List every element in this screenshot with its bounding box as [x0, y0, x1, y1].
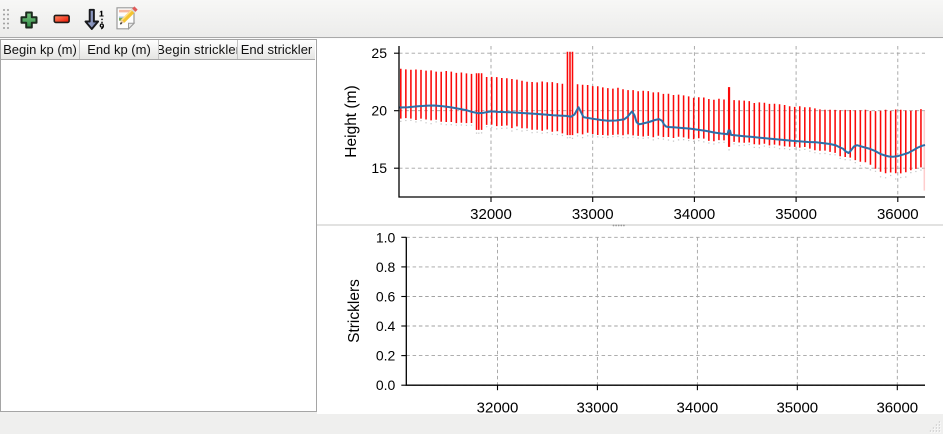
svg-text:0.6: 0.6 — [376, 289, 396, 305]
svg-text:36000: 36000 — [877, 206, 919, 223]
svg-text:15: 15 — [371, 160, 387, 176]
svg-text:0.0: 0.0 — [376, 377, 396, 393]
svg-text:35000: 35000 — [775, 206, 817, 223]
svg-text:0.2: 0.2 — [376, 348, 396, 364]
svg-text:33000: 33000 — [572, 206, 614, 223]
svg-text:32000: 32000 — [470, 206, 512, 223]
svg-text:0.4: 0.4 — [376, 318, 396, 334]
svg-text:0.8: 0.8 — [376, 259, 396, 275]
svg-text:20: 20 — [371, 103, 387, 119]
svg-text:33000: 33000 — [577, 400, 619, 417]
svg-text:Stricklers: Stricklers — [346, 279, 363, 343]
svg-text:25: 25 — [371, 45, 387, 61]
svg-text:32000: 32000 — [477, 400, 519, 417]
svg-text:Height (m): Height (m) — [343, 85, 360, 157]
svg-text:34000: 34000 — [677, 400, 719, 417]
svg-text:35000: 35000 — [776, 400, 818, 417]
svg-text:36000: 36000 — [876, 400, 918, 417]
svg-text:34000: 34000 — [674, 206, 716, 223]
svg-text:1.0: 1.0 — [376, 229, 396, 245]
